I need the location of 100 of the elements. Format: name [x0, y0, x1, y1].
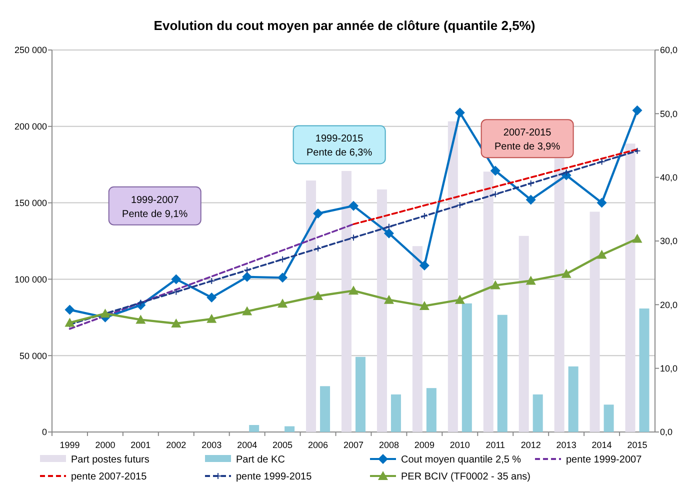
- x-tick-label: 2006: [308, 440, 328, 450]
- bar: [448, 121, 458, 432]
- bar: [532, 394, 543, 432]
- y2-tick-label: 0,0: [660, 427, 673, 438]
- y2-tick-label: 50,0: [660, 108, 678, 119]
- annotation: 1999-2007 Pente de 9,1%: [122, 194, 188, 220]
- point: [242, 272, 252, 282]
- annotation: 1999-2015 Pente de 6,3%: [306, 134, 372, 159]
- line-series: [68, 223, 354, 330]
- x-tick-label: 2004: [237, 440, 258, 450]
- point: [632, 234, 642, 243]
- bar: [568, 366, 578, 432]
- point: [490, 166, 500, 176]
- legend-label: Part de KC: [236, 454, 285, 466]
- bar: [604, 404, 614, 432]
- point: [172, 288, 180, 296]
- x-tick-label: 2013: [556, 440, 576, 450]
- x-tick-label: 2008: [378, 440, 399, 450]
- y2-tick-label: 40,0: [660, 172, 678, 182]
- x-tick-label: 2005: [272, 440, 293, 450]
- point: [634, 147, 641, 154]
- y-tick-label: 200 000: [14, 122, 47, 132]
- point: [454, 294, 465, 304]
- y2-tick-label: 20,0: [660, 300, 678, 310]
- bar: [590, 212, 600, 432]
- legend-label: PER BCIV (TF0002 - 35 ans): [401, 472, 530, 482]
- chart-title: Evolution du cout moyen par année de clôture (quantile 2,5%): [154, 18, 536, 33]
- bar: [518, 236, 529, 432]
- x-tick-label: 2001: [130, 440, 151, 450]
- bar: [497, 314, 508, 432]
- bar: [412, 246, 422, 432]
- y-tick-label: 100 000: [14, 274, 47, 284]
- x-tick-label: 2012: [520, 440, 541, 450]
- point: [526, 276, 536, 285]
- bar: [639, 308, 650, 432]
- y2-tick-label: 10,0: [660, 363, 678, 374]
- legend-label: pente 1999-2007: [566, 454, 642, 466]
- point: [632, 105, 642, 116]
- point: [456, 202, 464, 209]
- point: [171, 274, 182, 284]
- bar: [249, 424, 260, 432]
- point: [64, 304, 75, 315]
- point: [244, 266, 251, 274]
- point: [278, 298, 288, 308]
- point: [420, 212, 428, 220]
- bar: [625, 144, 636, 432]
- x-tick-label: 2015: [627, 440, 648, 450]
- point: [64, 318, 75, 327]
- bar: [390, 394, 401, 432]
- point: [598, 158, 606, 166]
- point: [313, 208, 324, 218]
- point: [384, 228, 394, 238]
- point: [527, 180, 534, 187]
- point: [490, 280, 500, 290]
- bar: [376, 189, 387, 432]
- x-tick-label: 2003: [202, 440, 222, 450]
- point: [492, 190, 499, 198]
- bar: [483, 172, 494, 432]
- x-tick-label: 2000: [95, 440, 116, 450]
- point: [419, 300, 430, 310]
- y-tick-label: 250 000: [14, 45, 47, 56]
- point: [562, 169, 570, 176]
- point: [419, 260, 430, 270]
- point: [206, 314, 217, 323]
- point: [561, 268, 572, 278]
- bar: [320, 386, 330, 432]
- point: [171, 318, 182, 328]
- y-tick-label: 50 000: [19, 350, 47, 361]
- point: [385, 223, 392, 230]
- point: [596, 198, 607, 208]
- point: [242, 306, 252, 316]
- x-tick-label: 2002: [166, 440, 186, 450]
- point: [348, 286, 358, 295]
- bar: [356, 356, 366, 432]
- x-tick-label: 1999: [60, 440, 80, 450]
- x-tick-label: 2009: [414, 440, 434, 450]
- bar: [554, 158, 564, 432]
- point: [384, 294, 394, 304]
- point: [454, 108, 465, 118]
- legend-label: Part postes futurs: [71, 454, 150, 466]
- bar: [284, 426, 295, 432]
- point: [348, 200, 358, 211]
- y2-tick-label: 60,0: [660, 45, 678, 56]
- y-tick-label: 150 000: [14, 198, 47, 208]
- bar: [426, 388, 436, 432]
- bar: [462, 303, 472, 432]
- point: [313, 291, 324, 300]
- bar: [306, 180, 316, 432]
- x-tick-label: 2011: [486, 440, 506, 450]
- point: [314, 244, 322, 252]
- y-tick-label: 0: [42, 427, 47, 438]
- x-tick-label: 2014: [592, 440, 612, 450]
- legend-label: Cout moyen quantile 2,5 %: [401, 454, 522, 466]
- point: [136, 314, 146, 324]
- point: [278, 272, 288, 283]
- bar: [342, 170, 352, 432]
- point: [279, 256, 286, 263]
- x-tick-label: 2007: [343, 440, 364, 450]
- y2-tick-label: 30,0: [660, 236, 678, 246]
- point: [350, 234, 357, 242]
